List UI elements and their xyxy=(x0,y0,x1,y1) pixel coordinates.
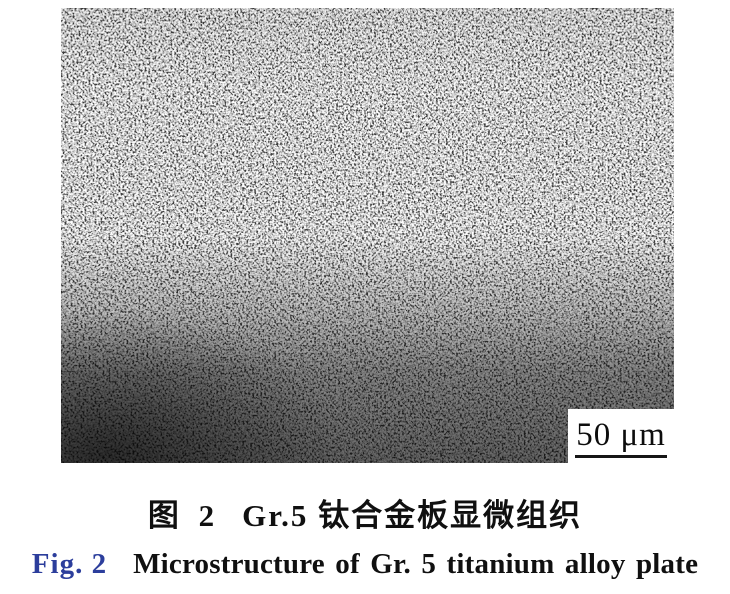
scale-bar-line xyxy=(575,455,667,458)
scale-bar: 50 μm xyxy=(568,409,674,463)
caption-en: Fig. 2 Microstructure of Gr. 5 titanium a… xyxy=(0,548,730,581)
caption-zh: 图 2 Gr.5 钛合金板显微组织 xyxy=(0,490,730,535)
scale-bar-label: 50 μm xyxy=(576,417,666,453)
micrograph-figure: 50 μm xyxy=(61,8,674,463)
caption-zh-title: Gr.5 钛合金板显微组织 xyxy=(242,498,583,533)
caption-zh-prefix: 图 2 xyxy=(147,498,221,533)
caption-en-prefix: Fig. 2 xyxy=(31,548,108,580)
caption-en-title: Microstructure of Gr. 5 titanium alloy p… xyxy=(133,548,699,580)
micrograph-shading xyxy=(61,8,674,463)
